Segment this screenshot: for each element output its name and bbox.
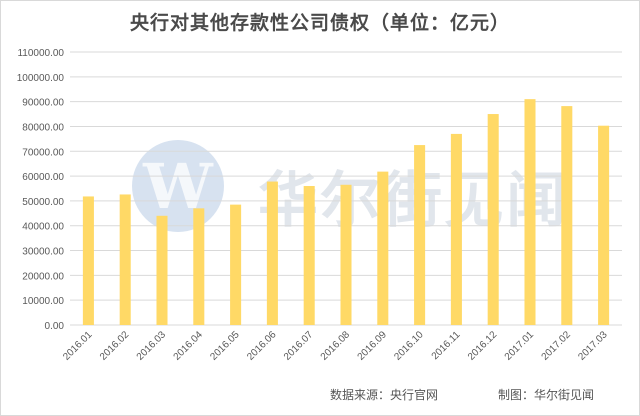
y-tick-label: 20000.00 <box>22 271 64 282</box>
bar-2016.01 <box>82 196 94 325</box>
x-tick-label: 2016.12 <box>466 329 500 363</box>
x-tick-label: 2016.04 <box>172 329 206 363</box>
bar-2016.04 <box>193 208 205 325</box>
x-tick-label: 2017.01 <box>503 329 537 363</box>
x-tick-label: 2016.02 <box>98 329 132 363</box>
y-tick-label: 60000.00 <box>22 172 64 183</box>
y-tick-label: 70000.00 <box>22 147 64 158</box>
y-tick-label: 40000.00 <box>22 222 64 233</box>
y-tick-label: 110000.00 <box>17 48 64 59</box>
source-note: 数据来源：央行官网 <box>330 388 439 402</box>
bar-2016.03 <box>156 215 168 325</box>
x-tick-label: 2017.03 <box>576 329 610 363</box>
x-tick-label: 2016.05 <box>208 329 242 363</box>
chart-title: 央行对其他存款性公司债权（单位：亿元） <box>129 12 510 34</box>
bar-2016.12 <box>487 114 499 325</box>
y-tick-label: 10000.00 <box>22 296 64 307</box>
bar-2016.10 <box>414 145 426 325</box>
bar-2017.02 <box>561 106 573 325</box>
x-tick-label: 2016.06 <box>245 329 279 363</box>
bar-2017.01 <box>524 99 536 326</box>
x-tick-label: 2016.07 <box>282 329 316 363</box>
credit-note: 制图：华尔街见闻 <box>498 388 595 402</box>
y-tick-label: 50000.00 <box>22 197 64 208</box>
bar-2016.02 <box>119 194 131 325</box>
x-tick-label: 2016.03 <box>135 329 169 363</box>
y-tick-label: 80000.00 <box>22 122 64 133</box>
bar-2016.06 <box>266 181 278 325</box>
bar-2016.08 <box>340 184 352 325</box>
x-tick-label: 2016.01 <box>61 329 95 363</box>
x-tick-label: 2016.09 <box>356 329 390 363</box>
y-tick-label: 0.00 <box>45 321 65 332</box>
bar-2016.07 <box>303 186 315 325</box>
bar-2017.03 <box>598 125 610 326</box>
x-tick-label: 2016.08 <box>319 329 353 363</box>
bar-2016.05 <box>230 204 242 325</box>
y-tick-label: 90000.00 <box>22 98 64 109</box>
x-tick-label: 2016.11 <box>430 329 463 362</box>
y-tick-label: 100000.00 <box>17 73 65 84</box>
bar-2016.11 <box>450 133 462 325</box>
y-tick-label: 30000.00 <box>22 247 64 258</box>
x-tick-label: 2016.10 <box>392 329 426 363</box>
bar-2016.09 <box>377 171 389 325</box>
x-tick-label: 2017.02 <box>540 329 574 363</box>
